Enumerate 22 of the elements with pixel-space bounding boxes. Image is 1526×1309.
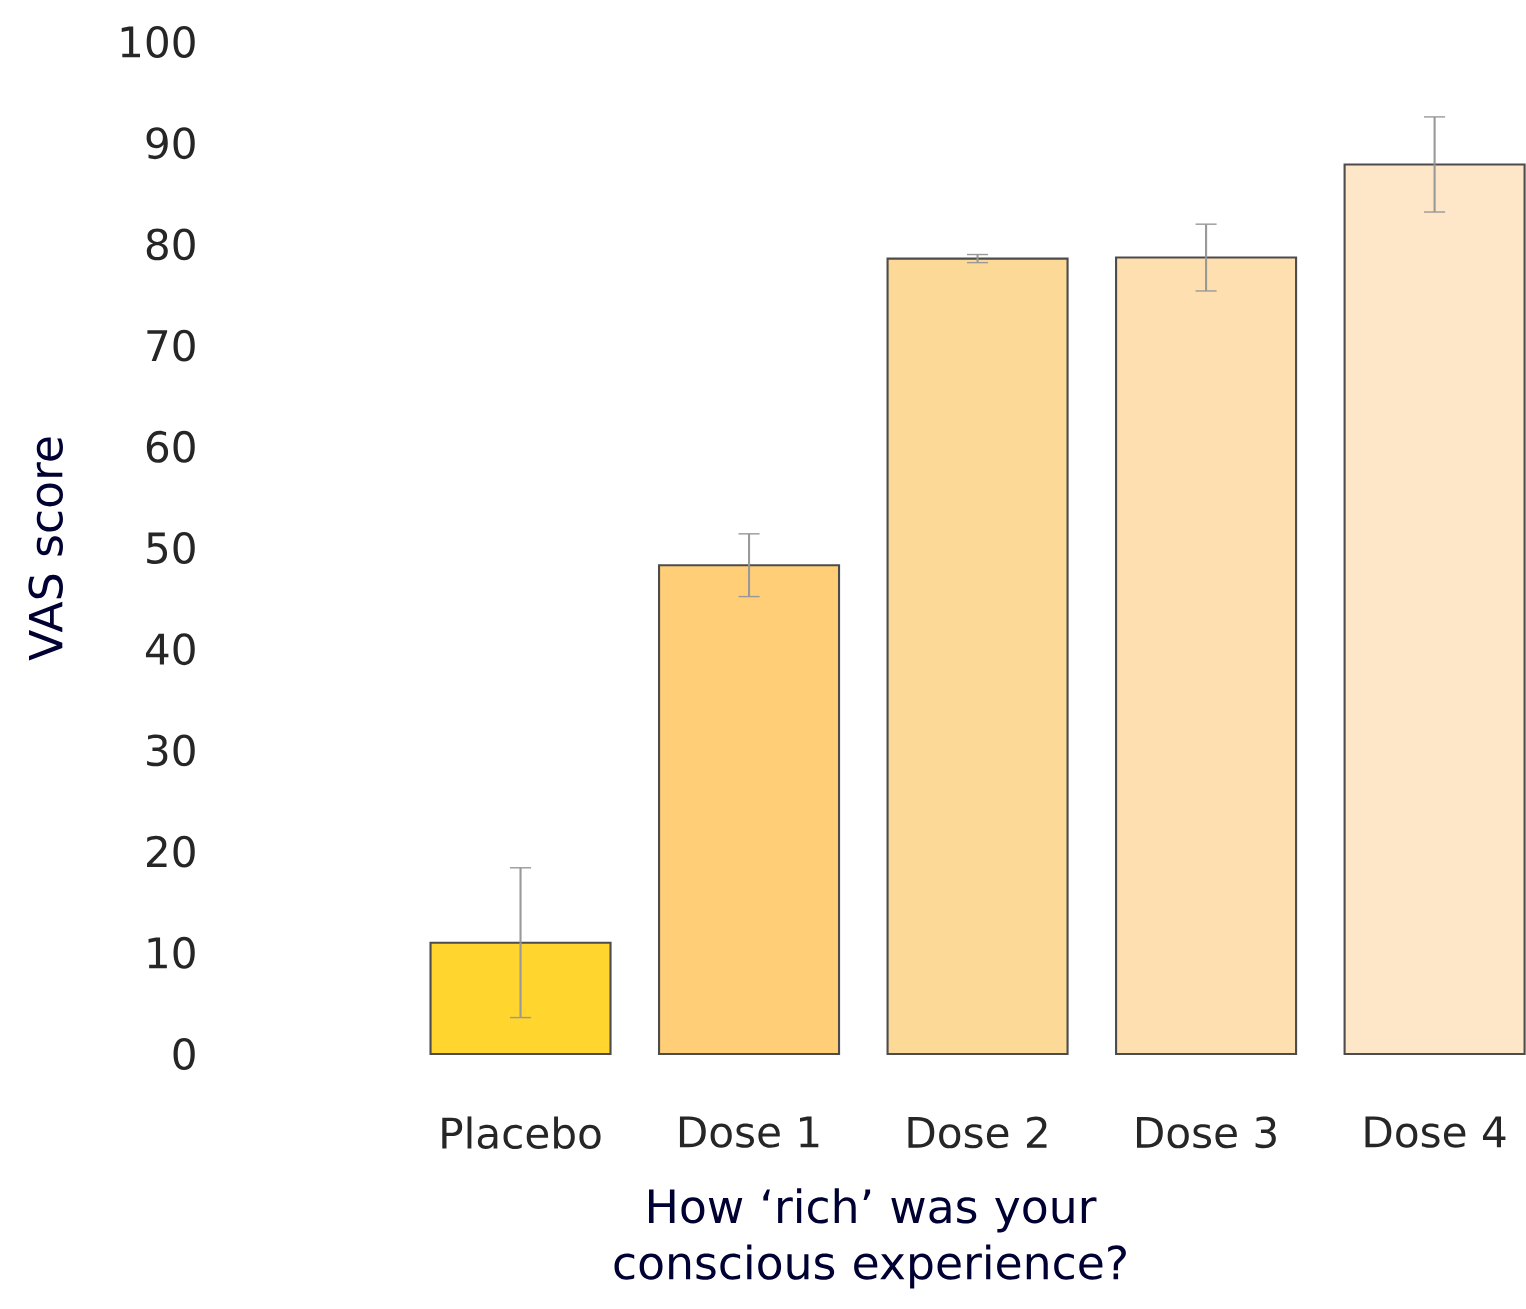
y-tick-label: 0	[173, 1038, 195, 1070]
x-tick-label: Dose 1	[679, 1116, 819, 1148]
y-axis-title: VAS score	[28, 437, 63, 661]
y-tick-label: 90	[146, 127, 195, 160]
y-tick-label: 10	[148, 936, 195, 969]
y-tick-label: 80	[146, 228, 195, 261]
x-tick-label: Dose 2	[908, 1116, 1047, 1149]
x-tick-label: Dose 4	[1365, 1116, 1506, 1148]
bar	[657, 564, 841, 1056]
x-tick-label: Placebo	[442, 1116, 601, 1150]
y-tick-label: 100	[121, 26, 195, 58]
y-tick-label: 30	[147, 734, 195, 767]
y-tick-label: 70	[147, 329, 195, 362]
bar	[429, 941, 612, 1056]
x-tick-label: Dose 3	[1136, 1116, 1276, 1149]
y-tick-label: 40	[145, 633, 195, 666]
y-tick-label: 20	[147, 835, 195, 868]
bar	[886, 257, 1069, 1056]
x-axis-title: How ‘rich’ was your conscious experience?	[614, 1188, 1126, 1289]
y-tick-label: 50	[147, 532, 195, 564]
y-tick-label: 60	[146, 430, 195, 463]
bar	[1115, 256, 1298, 1056]
